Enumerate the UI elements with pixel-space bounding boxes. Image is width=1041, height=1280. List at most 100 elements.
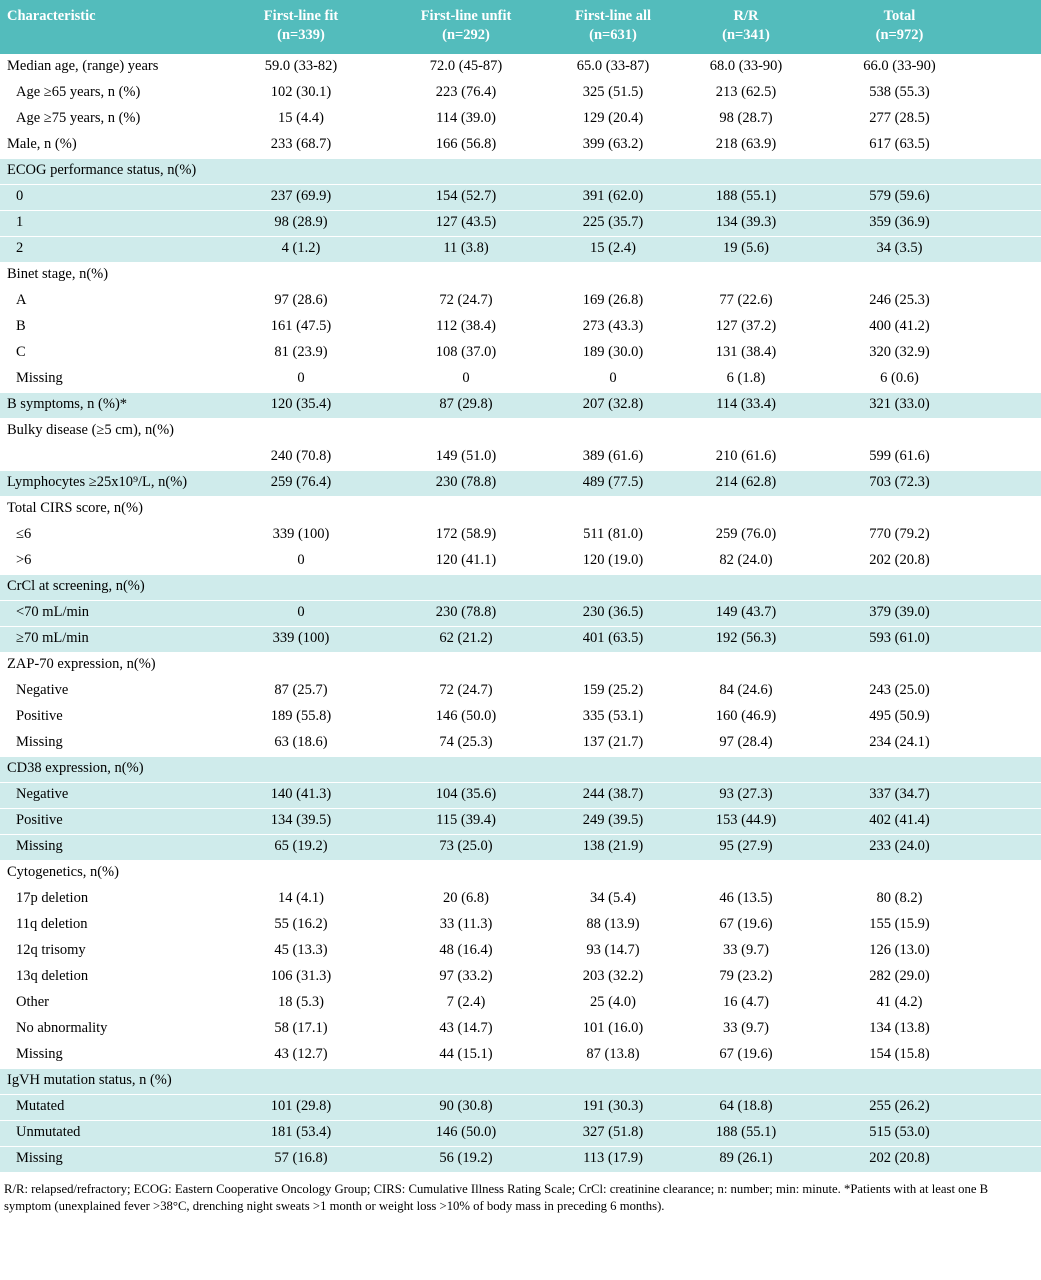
cell: 131 (38.4) — [678, 340, 814, 367]
cell: 191 (30.3) — [548, 1094, 678, 1121]
row-label: B symptoms, n (%)* — [0, 392, 218, 419]
cell: 34 (5.4) — [548, 886, 678, 913]
cell: 72.0 (45-87) — [384, 54, 548, 81]
cell: 48 (16.4) — [384, 938, 548, 965]
cell: 58 (17.1) — [218, 1016, 384, 1043]
cell: 770 (79.2) — [814, 522, 1041, 549]
row-label: >6 — [0, 548, 218, 575]
cell: 339 (100) — [218, 522, 384, 549]
table-row: 17p deletion 14 (4.1) 20 (6.8) 34 (5.4) 46 (… — [0, 886, 1041, 913]
table-row: Total CIRS score, n(%) — [0, 496, 1041, 523]
cell: 98 (28.7) — [678, 106, 814, 133]
cell: 703 (72.3) — [814, 470, 1041, 497]
cell — [218, 496, 384, 523]
table-row: Missing 57 (16.8) 56 (19.2) 113 (17.9) 89 (2… — [0, 1146, 1041, 1173]
cell: 95 (27.9) — [678, 834, 814, 861]
cell: 359 (36.9) — [814, 210, 1041, 237]
cell: 74 (25.3) — [384, 730, 548, 757]
cell: 72 (24.7) — [384, 678, 548, 705]
cell: 617 (63.5) — [814, 132, 1041, 159]
cell: 153 (44.9) — [678, 808, 814, 835]
cell: 188 (55.1) — [678, 184, 814, 211]
cell — [678, 158, 814, 185]
cell: 67 (19.6) — [678, 912, 814, 939]
cell: 255 (26.2) — [814, 1094, 1041, 1121]
cell: 104 (35.6) — [384, 782, 548, 809]
cell — [548, 158, 678, 185]
column-header-label: First-line fit — [263, 8, 339, 24]
cell: 43 (12.7) — [218, 1042, 384, 1069]
cell: 225 (35.7) — [548, 210, 678, 237]
table-row: Binet stage, n(%) — [0, 262, 1041, 289]
cell: 192 (56.3) — [678, 626, 814, 653]
cell: 160 (46.9) — [678, 704, 814, 731]
row-label: Median age, (range) years — [0, 54, 218, 81]
cell — [814, 574, 1041, 601]
cell: 146 (50.0) — [384, 704, 548, 731]
cell: 15 (2.4) — [548, 236, 678, 263]
cell — [218, 262, 384, 289]
cell: 166 (56.8) — [384, 132, 548, 159]
cell: 149 (51.0) — [384, 444, 548, 471]
cell: 33 (11.3) — [384, 912, 548, 939]
cell: 155 (15.9) — [814, 912, 1041, 939]
column-header: First-line all (n=631) — [548, 0, 678, 54]
cell: 249 (39.5) — [548, 808, 678, 835]
column-header: First-line unfit (n=292) — [384, 0, 548, 54]
column-header: First-line fit (n=339) — [218, 0, 384, 54]
table-row: Median age, (range) years 59.0 (33-82) 72.… — [0, 54, 1041, 81]
table-row: B symptoms, n (%)* 120 (35.4) 87 (29.8) 207… — [0, 392, 1041, 419]
cell — [814, 652, 1041, 679]
cell — [218, 652, 384, 679]
row-label: 1 — [0, 210, 218, 237]
cell — [384, 158, 548, 185]
cell — [384, 1068, 548, 1095]
cell: 282 (29.0) — [814, 964, 1041, 991]
cell: 57 (16.8) — [218, 1146, 384, 1173]
cell: 140 (41.3) — [218, 782, 384, 809]
cell: 129 (20.4) — [548, 106, 678, 133]
column-header-label: R/R — [733, 8, 759, 24]
cell — [218, 1068, 384, 1095]
table-row: 1 98 (28.9) 127 (43.5) 225 (35.7) 134 (39.3)… — [0, 210, 1041, 237]
cell: 120 (35.4) — [218, 392, 384, 419]
cell — [678, 1068, 814, 1095]
cell: 169 (26.8) — [548, 288, 678, 315]
patient-characteristics-table: Characteristic First-line fit (n=339) First… — [0, 0, 1041, 1173]
row-label: ≤6 — [0, 522, 218, 549]
cell: 339 (100) — [218, 626, 384, 653]
row-label: C — [0, 340, 218, 367]
cell: 84 (24.6) — [678, 678, 814, 705]
row-label: Bulky disease (≥5 cm), n(%) — [0, 418, 218, 445]
cell: 101 (29.8) — [218, 1094, 384, 1121]
table-row: Missing 63 (18.6) 74 (25.3) 137 (21.7) 97 (2… — [0, 730, 1041, 757]
cell: 25 (4.0) — [548, 990, 678, 1017]
table-row: B 161 (47.5) 112 (38.4) 273 (43.3) 127 (37.2… — [0, 314, 1041, 341]
cell: 321 (33.0) — [814, 392, 1041, 419]
cell: 230 (78.8) — [384, 470, 548, 497]
table-row: 11q deletion 55 (16.2) 33 (11.3) 88 (13.9) 6… — [0, 912, 1041, 939]
cell: 599 (61.6) — [814, 444, 1041, 471]
cell: 56 (19.2) — [384, 1146, 548, 1173]
column-header: Characteristic — [0, 0, 218, 54]
cell: 161 (47.5) — [218, 314, 384, 341]
row-label: No abnormality — [0, 1016, 218, 1043]
cell: 391 (62.0) — [548, 184, 678, 211]
cell: 259 (76.4) — [218, 470, 384, 497]
cell: 114 (39.0) — [384, 106, 548, 133]
cell: 44 (15.1) — [384, 1042, 548, 1069]
column-header-label: Total — [883, 8, 916, 24]
row-label: ≥70 mL/min — [0, 626, 218, 653]
cell: 88 (13.9) — [548, 912, 678, 939]
table-row: Bulky disease (≥5 cm), n(%) — [0, 418, 1041, 445]
cell — [218, 756, 384, 783]
cell: 87 (29.8) — [384, 392, 548, 419]
cell: 90 (30.8) — [384, 1094, 548, 1121]
cell — [384, 756, 548, 783]
cell: 0 — [218, 548, 384, 575]
table-row: CrCl at screening, n(%) — [0, 574, 1041, 601]
row-label: Age ≥75 years, n (%) — [0, 106, 218, 133]
cell: 218 (63.9) — [678, 132, 814, 159]
cell: 80 (8.2) — [814, 886, 1041, 913]
cell: 137 (21.7) — [548, 730, 678, 757]
